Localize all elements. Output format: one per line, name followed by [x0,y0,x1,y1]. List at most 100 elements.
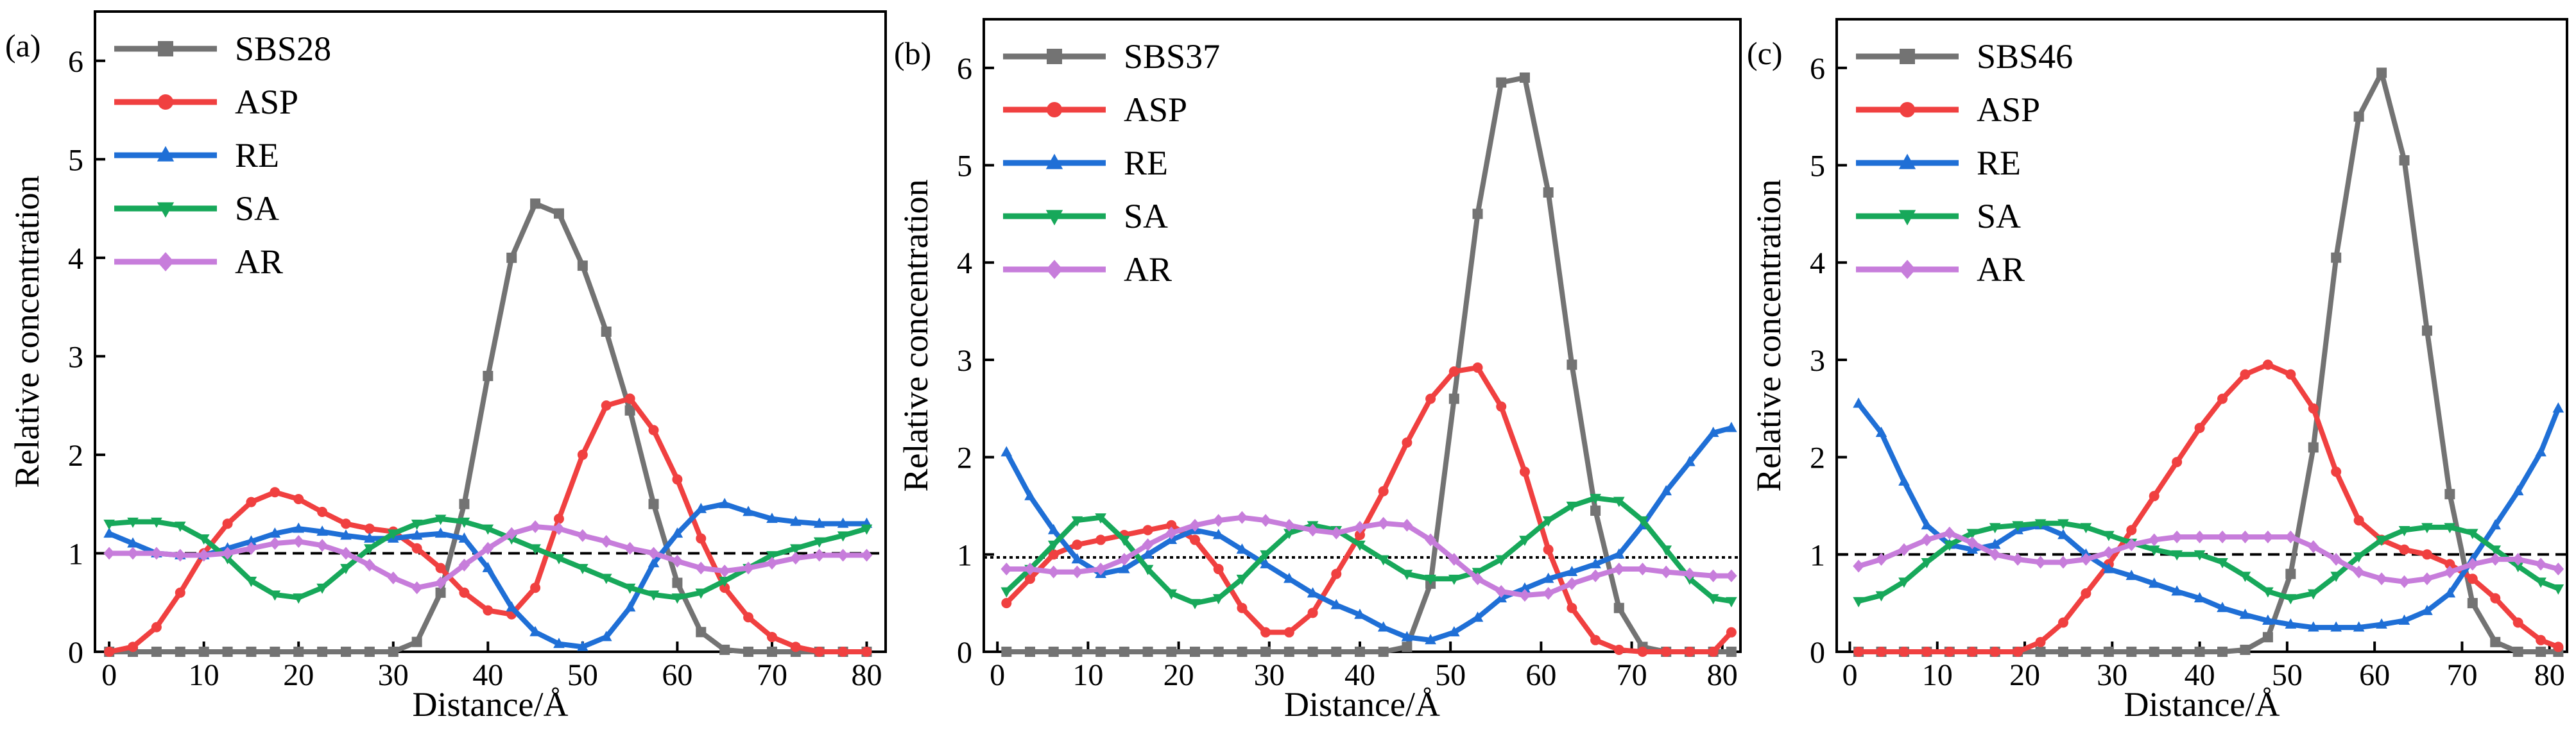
legend-marker [1045,153,1063,169]
data-point [1377,516,1389,530]
x-tick-label: 50 [1435,658,1466,692]
data-point [696,533,707,544]
data-point [1567,359,1577,370]
data-point [1119,647,1129,657]
data-point [2262,632,2273,643]
data-point [671,554,683,568]
data-point [364,523,375,534]
data-point [2194,550,2206,561]
y-tick-label: 4 [957,246,972,280]
data-point [2285,594,2297,605]
y-tick-label: 2 [68,439,83,473]
data-point [648,590,660,601]
data-point [1354,540,1366,551]
data-point [1024,489,1036,500]
x-tick-label: 30 [1254,658,1285,692]
data-point [1425,393,1436,404]
legend-marker [1047,102,1062,117]
data-point [387,571,399,584]
data-point [506,252,517,263]
y-tick-label: 3 [957,344,972,378]
legend-item-sa: SA [1856,197,2021,235]
x-tick-label: 60 [1525,658,1556,692]
data-point [2081,588,2091,599]
data-point [553,638,565,649]
data-point [506,527,517,540]
legend-item-sbs37: SBS37 [1003,37,1220,76]
y-tick-label: 1 [957,538,972,572]
data-point [222,647,233,657]
data-point [1590,569,1601,582]
data-point [2262,359,2273,370]
data-point [1472,362,1483,373]
data-point [2552,402,2564,413]
data-point [1354,520,1366,534]
data-point [530,582,541,593]
data-point [1543,187,1554,198]
data-point [198,647,209,657]
data-point [1542,586,1554,600]
data-point [743,647,754,657]
data-point [600,631,612,642]
y-axis-label: Relative concentration [8,175,46,488]
data-point [293,522,305,533]
data-point [1684,567,1696,581]
data-point [1165,589,1178,600]
data-point [2149,491,2160,502]
data-point [2194,531,2206,544]
data-point [174,522,186,532]
x-tick-label: 30 [2097,658,2127,692]
series-sbs28 [104,198,872,657]
data-point [317,506,328,517]
data-point [2421,325,2432,336]
data-point [2080,552,2092,566]
data-point [1853,559,1864,573]
series-re [1000,421,1737,645]
legend-item-ar: AR [1003,250,1172,289]
data-point [553,208,564,219]
data-point [1307,523,1319,537]
data-point [2240,369,2251,380]
y-tick-label: 6 [1810,52,1825,86]
legend-item-re: RE [1856,144,2021,182]
x-tick-label: 20 [2009,658,2040,692]
data-point [2285,531,2297,544]
data-point [2103,546,2115,559]
x-tick-label: 70 [1617,658,1647,692]
data-point [1047,565,1060,579]
data-point [2307,589,2319,600]
data-point [1660,485,1672,496]
data-point [2512,617,2523,628]
data-point [2552,563,2564,576]
data-point [1354,647,1365,657]
data-point [1898,475,1910,486]
data-point [1048,549,1059,560]
legend-marker [1898,153,1916,169]
data-point [601,327,612,337]
data-point [2148,545,2160,556]
data-point [1636,563,1649,576]
data-point [2353,565,2365,579]
data-point [2239,608,2251,619]
data-point [270,487,280,498]
data-point [2172,647,2183,657]
legend-item-ar: AR [114,242,283,281]
x-tick-label: 80 [2534,658,2565,692]
legend: SBS28 ASP RE SA AR [114,30,331,281]
data-point [1875,591,1887,602]
data-point [624,541,636,555]
data-point [2489,545,2502,556]
data-point [1637,647,1648,657]
data-point [1590,493,1601,504]
data-point [1661,647,1672,657]
data-point [2553,642,2564,652]
data-point [837,531,849,542]
data-point [1566,502,1578,513]
data-point [719,582,730,593]
data-point [577,260,588,271]
data-point [1401,631,1413,642]
data-point [2103,563,2115,574]
legend-label: AR [1977,250,2025,289]
data-point [837,548,849,562]
